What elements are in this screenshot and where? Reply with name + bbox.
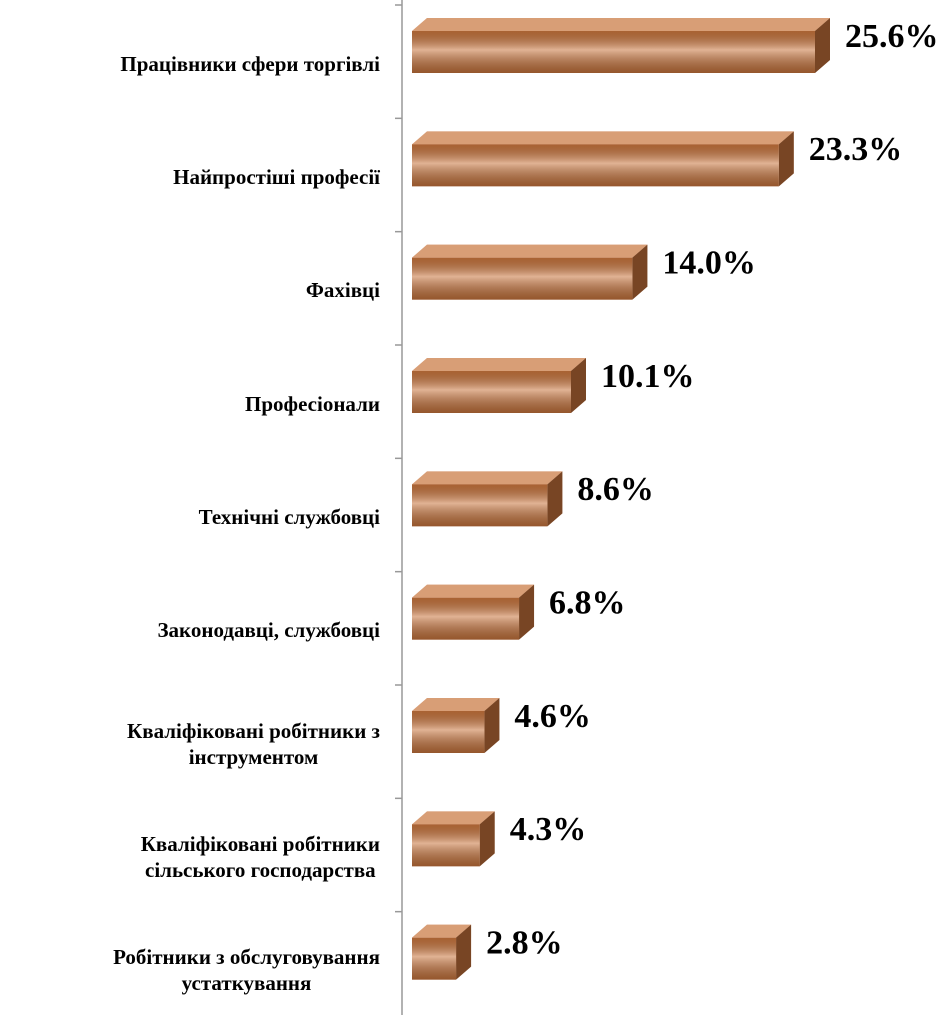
bar-front-shine bbox=[412, 31, 815, 73]
bar-top-shade bbox=[412, 358, 586, 371]
category-label: Найпростіші професії bbox=[0, 123, 380, 230]
bar-side-shade bbox=[479, 811, 495, 867]
category-text: Професіонали bbox=[245, 391, 380, 416]
category-label: Професіонали bbox=[0, 350, 380, 457]
value-label: 10.1% bbox=[601, 358, 695, 395]
bar-side bbox=[484, 698, 500, 753]
bar-side-shade bbox=[484, 698, 500, 753]
bar-side bbox=[519, 584, 535, 640]
bar-side bbox=[778, 131, 794, 187]
category-label: Технічні службовці bbox=[0, 463, 380, 570]
category-text: Робітники з обслуговування устаткування bbox=[113, 945, 380, 996]
bar-front-shine bbox=[412, 937, 457, 980]
category-label: Працівники сфери торгівлі bbox=[0, 10, 380, 117]
category-label: Кваліфіковані робітники з інструментом bbox=[0, 690, 380, 797]
category-text: Кваліфіковані робітники з інструментом bbox=[127, 718, 380, 769]
bar-top bbox=[412, 244, 648, 258]
bar-side-shade bbox=[570, 358, 586, 413]
bar-top-shade bbox=[412, 18, 830, 31]
bar-top bbox=[412, 358, 586, 371]
bar-side-shade bbox=[632, 244, 648, 300]
bar-top bbox=[412, 924, 472, 938]
category-text: Працівники сфери торгівлі bbox=[120, 51, 380, 76]
value-label: 2.8% bbox=[486, 924, 563, 961]
value-label: 23.3% bbox=[809, 131, 903, 168]
bar-top bbox=[412, 584, 535, 598]
bar bbox=[412, 18, 830, 73]
category-text: Кваліфіковані робітники сільського госпо… bbox=[140, 831, 380, 882]
value-label: 14.0% bbox=[662, 244, 756, 281]
bar-top-shade bbox=[412, 811, 495, 825]
bar bbox=[412, 924, 472, 980]
bar-side-shade bbox=[547, 471, 563, 527]
bar-side-shade bbox=[815, 18, 830, 73]
bar-side bbox=[632, 244, 648, 300]
bar-front-shine bbox=[412, 597, 520, 640]
bar-front-shine bbox=[412, 371, 571, 413]
category-label: Кваліфіковані робітники сільського госпо… bbox=[0, 803, 380, 910]
category-label: Фахівці bbox=[0, 237, 380, 344]
value-label: 4.6% bbox=[514, 698, 591, 735]
value-label: 25.6% bbox=[845, 18, 939, 55]
bar-top-shade bbox=[412, 924, 472, 938]
bar-front-shine bbox=[412, 824, 480, 867]
bar-side bbox=[479, 811, 495, 867]
bar-top-shade bbox=[412, 698, 500, 711]
bar-top bbox=[412, 131, 794, 145]
bar-side bbox=[570, 358, 586, 413]
bar-side-shade bbox=[456, 924, 472, 980]
bar bbox=[412, 698, 500, 753]
bar-top-shade bbox=[412, 584, 535, 598]
bar bbox=[412, 584, 535, 640]
bar-side bbox=[547, 471, 563, 527]
bar bbox=[412, 811, 495, 867]
category-text: Фахівці bbox=[305, 278, 380, 303]
bar-top bbox=[412, 471, 563, 485]
bar-front-shine bbox=[412, 484, 548, 527]
category-text: Законодавці, службовці bbox=[157, 618, 380, 643]
bar bbox=[412, 244, 648, 300]
bar bbox=[412, 358, 586, 413]
value-label: 6.8% bbox=[549, 584, 626, 621]
bar-top-shade bbox=[412, 131, 794, 145]
bar-side-shade bbox=[778, 131, 794, 187]
bar bbox=[412, 131, 794, 187]
category-text: Найпростіші професії bbox=[173, 164, 380, 189]
category-text: Технічні службовці bbox=[198, 504, 380, 529]
bar-top-shade bbox=[412, 244, 648, 258]
bar-top bbox=[412, 811, 495, 825]
bar-front-shine bbox=[412, 711, 485, 753]
bar-top bbox=[412, 698, 500, 711]
bar-side bbox=[815, 18, 830, 73]
bar-top-shade bbox=[412, 471, 563, 485]
bar-side bbox=[456, 924, 472, 980]
value-label: 4.3% bbox=[510, 811, 587, 848]
bar-top bbox=[412, 18, 830, 31]
bar-side-shade bbox=[519, 584, 535, 640]
bar-front-shine bbox=[412, 257, 633, 300]
bar bbox=[412, 471, 563, 527]
bar-front-shine bbox=[412, 144, 779, 187]
category-label: Законодавці, службовці bbox=[0, 577, 380, 684]
value-label: 8.6% bbox=[577, 471, 654, 508]
category-label: Робітники з обслуговування устаткування bbox=[0, 917, 380, 1024]
